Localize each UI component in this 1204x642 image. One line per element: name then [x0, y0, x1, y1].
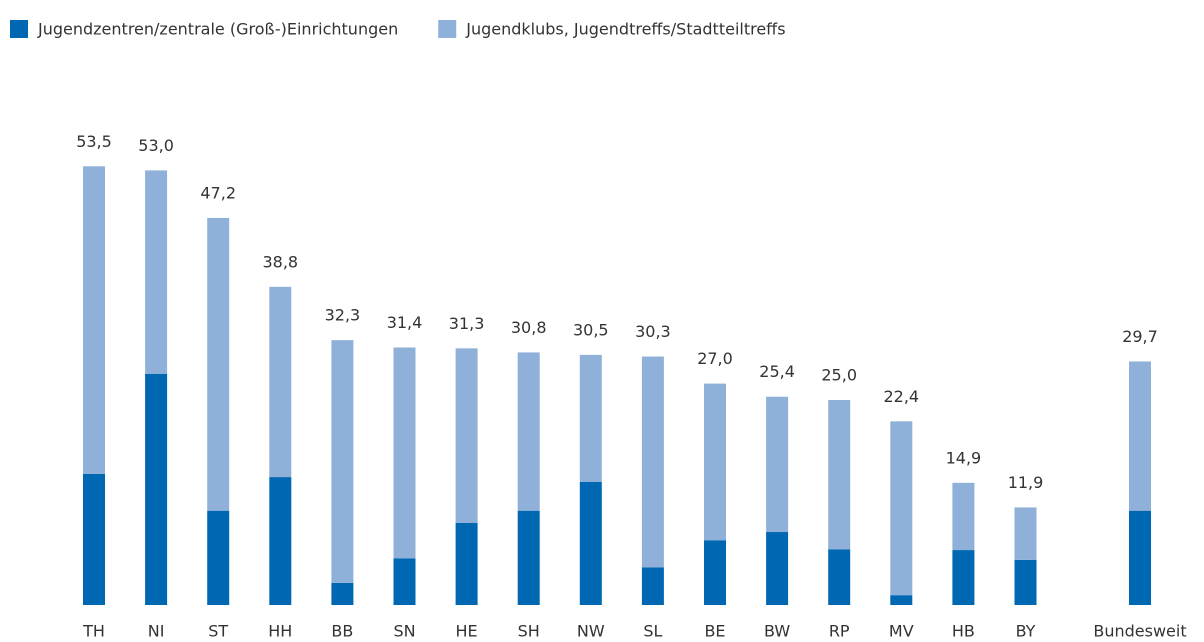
- bar-segment: [207, 510, 230, 605]
- x-tick-label: SL: [643, 622, 662, 641]
- total-label: 53,5: [76, 132, 112, 151]
- bar-segment: [269, 286, 292, 478]
- bar-segment: [145, 373, 168, 605]
- total-label: 30,5: [573, 320, 609, 339]
- bar-segment: [579, 482, 602, 605]
- bar-segment: [393, 558, 416, 605]
- total-label: 22,4: [883, 387, 919, 406]
- bar-segment: [1014, 507, 1037, 560]
- total-label: 53,0: [138, 136, 174, 155]
- legend-label: Jugendzentren/zentrale (Groß-)Einrichtun…: [37, 20, 398, 39]
- x-tick-label: BE: [704, 622, 725, 641]
- bar-segment: [455, 348, 478, 523]
- bar-segment: [704, 540, 726, 605]
- bar-segment: [517, 352, 540, 511]
- bar-segment: [1014, 559, 1037, 605]
- x-tick-label: BB: [331, 622, 353, 641]
- bar-segment: [890, 595, 913, 605]
- x-tick-label: BW: [764, 622, 790, 641]
- bar-segment: [455, 523, 478, 605]
- bar-segment: [641, 356, 664, 568]
- bar-segment: [1129, 510, 1151, 605]
- total-label: 47,2: [200, 183, 236, 202]
- total-label: 11,9: [1008, 473, 1044, 492]
- x-tick-label: BY: [1016, 622, 1036, 641]
- total-label: 30,3: [635, 322, 671, 341]
- x-tick-label: NW: [577, 622, 605, 641]
- x-tick-label: NI: [148, 622, 165, 641]
- legend-label: Jugendklubs, Jugendtreffs/Stadtteiltreff…: [465, 20, 785, 39]
- bar-segment: [331, 582, 354, 605]
- bar-segment: [890, 421, 913, 596]
- bar-segment: [207, 217, 230, 511]
- bar-segment: [393, 347, 416, 559]
- bar-segment: [83, 473, 105, 605]
- x-tick-label: SH: [518, 622, 540, 641]
- bar-segment: [766, 532, 789, 605]
- legend-swatch: [10, 20, 28, 38]
- bar-segment: [828, 549, 851, 605]
- legend-swatch: [438, 20, 457, 38]
- total-label: 29,7: [1122, 327, 1158, 346]
- x-tick-label: RP: [829, 622, 850, 641]
- x-tick-label: Bundesweit: [1093, 622, 1186, 641]
- total-label: 14,9: [946, 448, 982, 467]
- bar-segment: [1129, 361, 1151, 511]
- bar-segment: [641, 567, 664, 605]
- total-label: 25,0: [821, 366, 857, 385]
- bar-segment: [952, 482, 975, 551]
- bar-segment: [952, 550, 975, 605]
- total-label: 38,8: [262, 252, 298, 271]
- total-label: 27,0: [697, 349, 733, 368]
- x-tick-label: MV: [889, 622, 914, 641]
- bar-segment: [828, 400, 851, 550]
- x-tick-label: ST: [208, 622, 228, 641]
- bar-segment: [269, 477, 292, 605]
- x-tick-label: HH: [268, 622, 292, 641]
- x-tick-label: HB: [952, 622, 975, 641]
- bar-segment: [579, 354, 602, 482]
- total-label: 31,3: [449, 314, 485, 333]
- bar-segment: [766, 396, 789, 533]
- bar-segment: [331, 340, 354, 583]
- bar-segment: [517, 510, 540, 605]
- x-tick-label: TH: [82, 622, 105, 641]
- x-tick-label: HE: [456, 622, 478, 641]
- x-tick-label: SN: [393, 622, 415, 641]
- total-label: 32,3: [325, 306, 361, 325]
- bar-segment: [83, 166, 105, 474]
- bar-segment: [704, 383, 726, 541]
- total-label: 30,8: [511, 318, 547, 337]
- total-label: 25,4: [759, 362, 795, 381]
- total-label: 31,4: [387, 313, 423, 332]
- bar-segment: [145, 170, 168, 374]
